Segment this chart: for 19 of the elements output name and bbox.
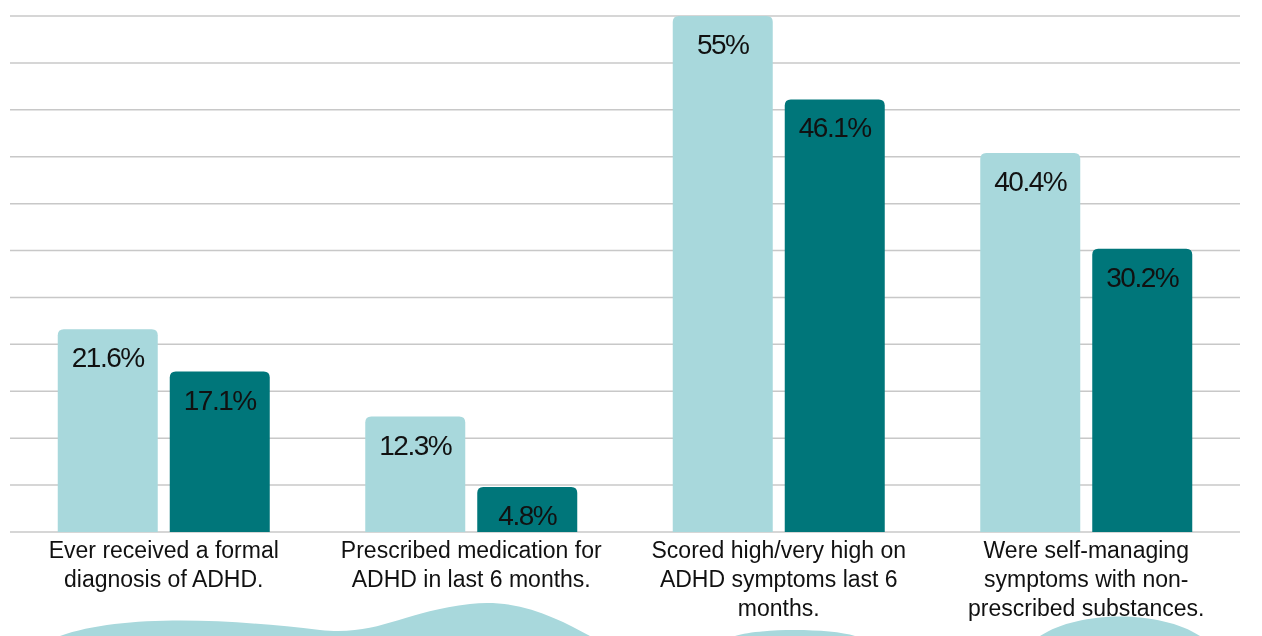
x-tick-label: Were self-managing symptoms with non-prescribed substances. xyxy=(967,537,1205,621)
data-label: 55% xyxy=(696,29,750,60)
bar xyxy=(365,416,466,532)
data-label: 21.6% xyxy=(71,342,145,374)
bar xyxy=(169,371,270,532)
bar xyxy=(1092,248,1193,532)
data-label: 17.1% xyxy=(183,384,257,416)
bar xyxy=(672,16,773,532)
bar xyxy=(980,152,1081,532)
data-label: 30.2% xyxy=(1106,261,1179,293)
x-tick-label: Prescribed medication for ADHD in last 6 months. xyxy=(340,537,602,592)
data-label: 40.4% xyxy=(994,165,1067,197)
x-tick-label: Ever received a formal diagnosis of ADHD. xyxy=(48,537,279,592)
data-label: 4.8% xyxy=(498,499,557,531)
data-label: 12.3% xyxy=(379,429,452,461)
bar xyxy=(57,329,158,532)
bar xyxy=(784,99,885,532)
x-tick-label: Scored high/very high on ADHD symptoms last 6 months. xyxy=(651,537,906,621)
data-label: 46.1% xyxy=(798,112,872,144)
